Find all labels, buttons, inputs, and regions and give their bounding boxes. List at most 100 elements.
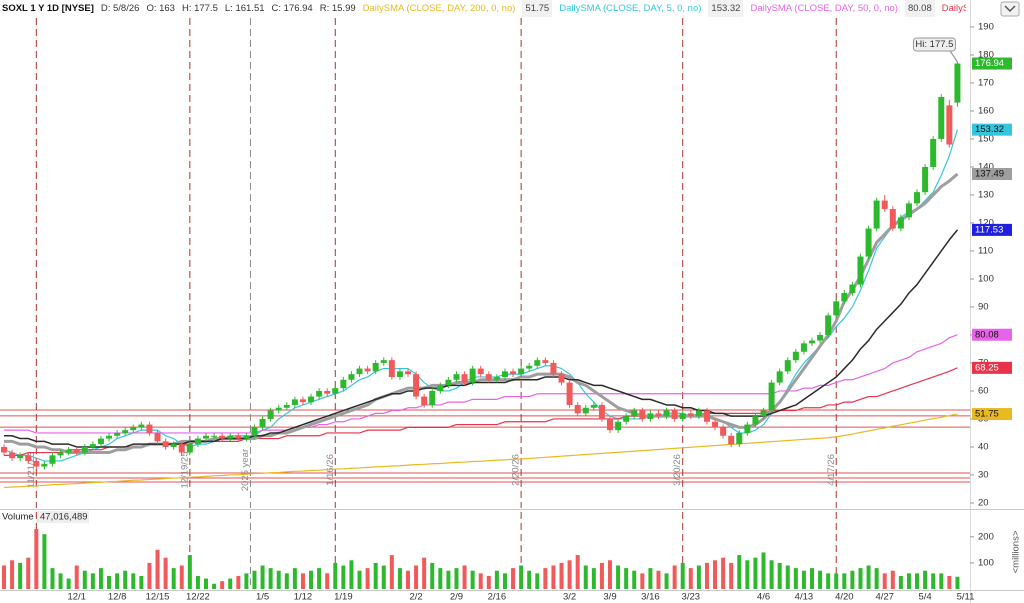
candle-body (429, 390, 436, 405)
candle-body (493, 376, 500, 380)
candle-body (356, 368, 363, 375)
settings-glyph (1004, 5, 1016, 13)
x-tick-label: 3/16 (641, 592, 660, 603)
volume-bar (858, 568, 863, 589)
candle-body (9, 452, 16, 459)
candle-body (744, 424, 751, 433)
y-tick-label: 30 (978, 469, 989, 480)
volume-bar (543, 568, 548, 589)
y-tick-label: 90 (978, 301, 989, 312)
candle-body (817, 334, 824, 341)
volume-bar (616, 565, 621, 589)
volume-bar (729, 562, 734, 589)
volume-bar (696, 565, 701, 589)
candle-body (25, 455, 32, 461)
y-tick-label: 140 (978, 161, 994, 172)
settings-icon[interactable] (1000, 1, 1020, 17)
sma-tag: 80.08 (975, 329, 999, 340)
sma-tag: 153.32 (975, 124, 1004, 135)
volume-bar (947, 575, 952, 589)
sma-tag-box (972, 408, 1012, 421)
volume-bar (624, 568, 629, 589)
candle-body (162, 441, 169, 447)
candle-body (259, 418, 266, 428)
volume-bar (276, 570, 281, 589)
candle-body (89, 444, 96, 447)
sma-tag: 117.53 (975, 224, 1003, 235)
volume-bar (195, 575, 200, 589)
candle-body (170, 444, 177, 447)
header: SOXL 1 Y 1D [NYSE] D: 5/8/26 O: 163 H: 177.… (0, 0, 966, 17)
candle-body (679, 413, 686, 419)
volume-bar (882, 573, 887, 589)
candle-body (138, 424, 145, 428)
volume-bar (131, 573, 136, 589)
volume-bar (672, 565, 677, 589)
candle-body (881, 200, 888, 209)
candle-body (445, 379, 452, 386)
y-tick-label: 20 (978, 497, 989, 508)
x-tick-label: 12/8 (108, 592, 127, 603)
candle-body (437, 385, 444, 391)
volume-bar (866, 565, 871, 589)
volume-bar (179, 565, 184, 589)
candle-body (477, 368, 484, 375)
volume-bar (931, 573, 936, 589)
candle-body (81, 446, 88, 453)
volume-bar (268, 568, 273, 589)
event-label: 4/17/26 (826, 454, 837, 486)
volume-bar (640, 573, 645, 589)
annotation: Hi: 177.5 (915, 39, 953, 50)
volume-bar (519, 565, 524, 589)
volume-unit: <millions> (1011, 530, 1022, 573)
sma-tag-box (972, 167, 1012, 180)
candle-body (57, 452, 64, 456)
annotation-pointer (949, 49, 958, 63)
candle-body (299, 399, 306, 403)
candle-body (566, 382, 573, 405)
settings-button[interactable] (1000, 1, 1020, 17)
quote-field: L: 161.51 (224, 3, 265, 14)
candle-body (33, 460, 40, 467)
volume-bar (721, 557, 726, 589)
volume-bar (704, 562, 709, 589)
candle-body (671, 410, 678, 419)
sma-tag-box (972, 123, 1012, 136)
candle-body (946, 105, 953, 145)
candle-body (615, 421, 622, 431)
x-tick-label: 4/6 (757, 592, 770, 603)
candle-body (453, 374, 460, 380)
candle-body (194, 438, 201, 445)
candle-body (308, 396, 315, 403)
volume-bar (357, 570, 362, 589)
volume-bar (171, 568, 176, 589)
volume-bar (769, 560, 774, 589)
candle-body (251, 427, 258, 436)
candle-body (534, 360, 541, 366)
candle-body (291, 399, 298, 405)
candle-body (130, 427, 137, 431)
x-tick-label: 5/11 (957, 592, 975, 603)
volume-bar (244, 573, 249, 589)
volume-bar (874, 568, 879, 589)
volume-bar (74, 565, 79, 589)
candle-body (752, 416, 759, 425)
candle-body (122, 430, 129, 433)
x-tick-label: 2/9 (450, 592, 463, 603)
legend-value: 80.08 (904, 0, 935, 17)
volume-bar (608, 560, 612, 589)
volume-bar (915, 573, 920, 589)
candle-body (106, 435, 113, 439)
volume-bar (898, 575, 903, 589)
volume-bar (713, 560, 718, 589)
candle-body (655, 413, 662, 417)
quote-field: O: 163 (146, 3, 175, 14)
candle-body (73, 449, 80, 453)
volume-bar (656, 570, 661, 589)
candle-body (41, 463, 48, 467)
x-tick-label: 5/4 (919, 592, 932, 603)
volume-bar (591, 568, 596, 589)
volume-bar (761, 552, 766, 589)
